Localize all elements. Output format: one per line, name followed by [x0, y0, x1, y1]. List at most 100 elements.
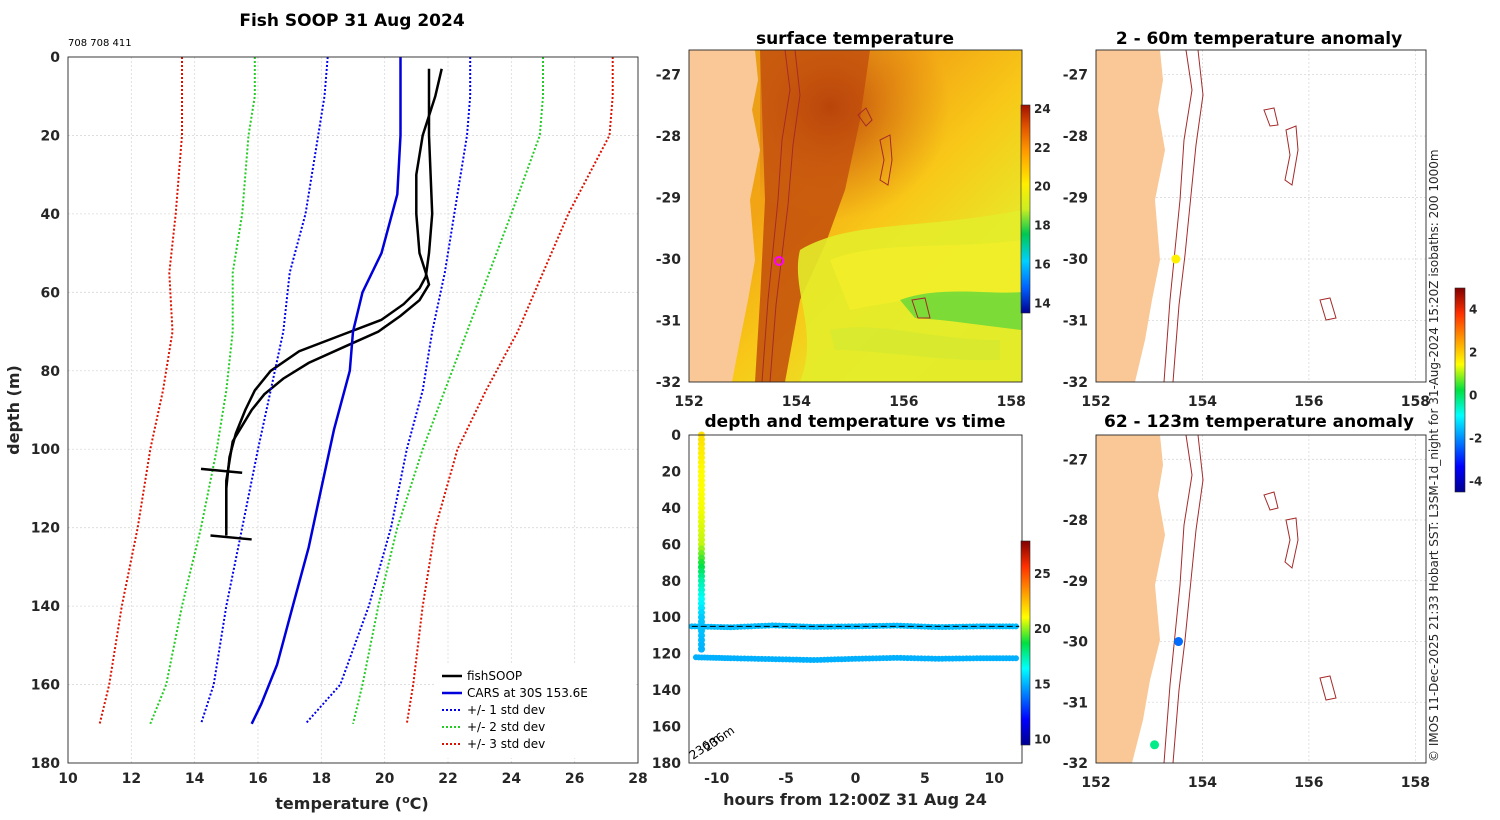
sst-x-tick-label: 154: [782, 394, 811, 410]
copyright-side-note: © IMOS 11-Dec-2025 21:33 Hobart SST: L3S…: [1427, 149, 1441, 762]
anom-deep-x-tick-label: 158: [1401, 775, 1430, 791]
anomaly-colorbar: [1454, 287, 1466, 493]
profile-title: Fish SOOP 31 Aug 2024: [239, 11, 465, 31]
anom-deep-seamount-1: [1263, 491, 1279, 511]
descent-point: [697, 645, 705, 653]
profile-x-tick-label: 22: [438, 771, 457, 787]
profile-y-tick-label: 80: [41, 364, 61, 380]
fish-hold-segment: [210, 534, 252, 541]
profile-id-text: 708 708 411: [68, 38, 132, 49]
anom-shallow-isobath-1000: [1172, 49, 1204, 383]
depth-time-title: depth and temperature vs time: [705, 412, 1006, 432]
anom-shallow-seamount-2: [1284, 125, 1299, 186]
anom-deep-isobath-1000: [1172, 434, 1204, 764]
anom-deep-point: [1174, 637, 1183, 647]
depth-time-colorbar-ticks: 25 20 15 10: [1034, 567, 1051, 746]
depth-time-x-tick-label: 10: [985, 771, 1005, 787]
sst-x-tick-label: 156: [889, 394, 918, 410]
sst-y-tick-label: -30: [656, 252, 682, 268]
depth-time-y-tick-label: 0: [671, 428, 681, 444]
sst-green-front: [900, 291, 1022, 330]
sst-y-tick-label: -27: [656, 68, 681, 84]
anomaly-colorbar-tick-label: 0: [1469, 388, 1477, 402]
anom-deep-land: [1096, 435, 1165, 763]
anom-deep-y-tick-label: -32: [1063, 756, 1088, 772]
depth-time-bg: [689, 435, 1022, 763]
anom-shallow-title: 2 - 60m temperature anomaly: [1116, 29, 1402, 49]
anom-shallow-y-tick-label: -29: [1063, 191, 1088, 207]
sst-station-marker: [774, 256, 784, 266]
anom-deep-isobath-200: [1163, 434, 1193, 764]
depth-time-y-tick-label: 180: [652, 756, 681, 772]
sst-field: [689, 50, 1022, 382]
cars-mean-line: [250, 57, 402, 725]
sst-seamount-1: [857, 107, 873, 127]
profile-y-tick-label: 140: [31, 599, 60, 615]
anom-deep-y-tick-label: -31: [1063, 695, 1088, 711]
sst-colorbar-tick-label: 18: [1034, 219, 1051, 233]
anom-shallow-x-tick-label: 154: [1188, 394, 1217, 410]
profile-y-tick-label: 100: [31, 442, 60, 458]
depth-time-y-tick-label: 100: [652, 610, 681, 626]
profile-x-tick-label: 12: [122, 771, 141, 787]
anom-shallow-y-tick-label: -31: [1063, 314, 1088, 330]
std2-plus-line: [352, 57, 544, 725]
legend-box: [436, 664, 634, 758]
profile-y-label: depth (m): [4, 365, 23, 455]
legend-label-std1: +/- 1 std dev: [467, 703, 545, 717]
level2-point: [1012, 655, 1019, 662]
sst-land: [689, 50, 760, 382]
profile-x-tick-label: 16: [248, 771, 267, 787]
anom-shallow-y-tick-label: -28: [1063, 129, 1088, 145]
std2-minus-line: [149, 57, 256, 725]
depth-time-colorbar-tick-label: 15: [1034, 677, 1051, 691]
anom-deep-x-tick-label: 154: [1188, 775, 1217, 791]
anom-deep-seamount-2: [1284, 517, 1299, 569]
profile-y-tick-label: 0: [50, 50, 60, 66]
profile-x-tick-label: 26: [565, 771, 584, 787]
depth-time-x-tick-label: -10: [704, 771, 730, 787]
sst-y-ticks: -27 -28 -29 -30 -31 -32: [656, 68, 682, 391]
anom-shallow-isobath-200: [1163, 49, 1193, 383]
anom-shallow-x-tick-label: 158: [1401, 394, 1430, 410]
std1-minus-line: [200, 56, 329, 725]
sst-map-panel: surface temperature 152 154 156 158 -27-28-…: [656, 29, 1051, 410]
profile-axes-bg: [68, 57, 638, 763]
sst-isobath-200: [761, 50, 791, 382]
profile-x-tick-label: 14: [185, 771, 205, 787]
sst-colorbar-tick-label: 20: [1034, 180, 1051, 194]
depth-time-x-tick-label: -5: [778, 771, 794, 787]
anom-deep-x-tick-label: 156: [1294, 775, 1323, 791]
profile-y-tick-label: 60: [41, 285, 61, 301]
profile-x-tick-label: 28: [628, 771, 647, 787]
profile-x-tick-label: 18: [312, 771, 331, 787]
anom-deep-title: 62 - 123m temperature anomaly: [1104, 412, 1414, 432]
sst-colorbar: [1020, 104, 1031, 314]
profile-axes-frame: [67, 56, 639, 764]
std3-minus-line: [98, 57, 183, 725]
depth-time-y-ticks: 0 20 40 60 80 100 120 140 160 180: [652, 428, 681, 772]
profile-x-ticks: 10 12 14 16 18 20 22 24 26 28: [58, 771, 647, 787]
anom-shallow-seamount-3: [1319, 297, 1337, 321]
anom-deep-x-tick-label: 152: [1081, 775, 1110, 791]
anom-shallow-frame: [1095, 49, 1427, 383]
profile-x-tick-label: 24: [502, 771, 522, 787]
sst-y-tick-label: -31: [656, 314, 681, 330]
sst-colorbar-tick-label: 22: [1034, 141, 1051, 155]
sst-colorbar-tick-label: 24: [1034, 102, 1051, 116]
anomaly-colorbar-ticks: 4 2 0 -2 -4: [1469, 302, 1482, 488]
profile-x-label: temperature (oC): [275, 793, 428, 813]
anom-shallow-seamount-1: [1263, 107, 1279, 127]
anomaly-colorbar-tick-label: -4: [1469, 474, 1482, 488]
depth-time-y-tick-label: 140: [652, 683, 681, 699]
sst-colorbar-tick-label: 16: [1034, 257, 1051, 271]
depth-time-colorbar: [1020, 540, 1031, 746]
anom-deep-y-tick-label: -28: [1063, 513, 1088, 529]
sst-seamount-3: [911, 297, 931, 319]
sst-eddy: [830, 327, 1000, 361]
anom-shallow-y-tick-label: -27: [1063, 68, 1088, 84]
legend-label-std3: +/- 3 std dev: [467, 737, 545, 751]
depth-time-x-tick-label: 0: [851, 771, 861, 787]
